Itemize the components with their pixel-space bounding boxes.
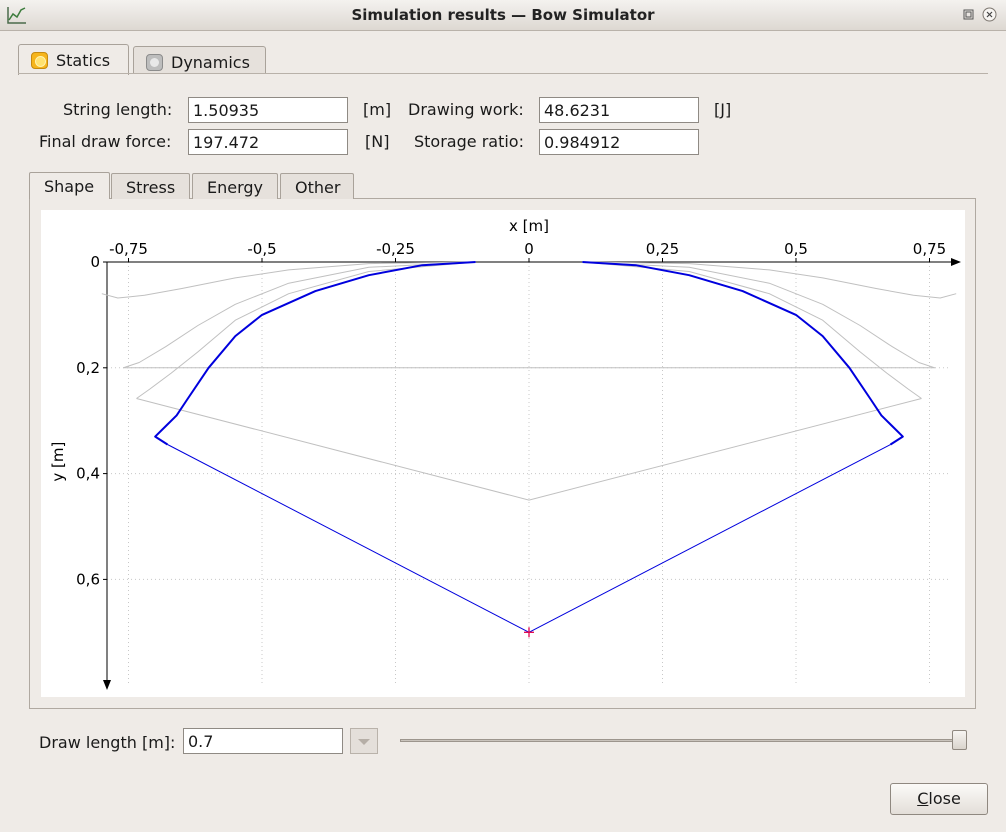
draw-length-dropdown-button[interactable]: [350, 728, 378, 754]
x-tick-label: -0,25: [376, 240, 415, 258]
window-title: Simulation results — Bow Simulator: [351, 6, 655, 24]
title-bar: Simulation results — Bow Simulator: [0, 0, 1006, 31]
drawing-work-unit: [J]: [714, 100, 732, 119]
close-label: lose: [928, 789, 961, 808]
tab-shape[interactable]: Shape: [29, 172, 110, 199]
final-draw-force-unit: [N]: [365, 132, 390, 151]
draw-length-slider[interactable]: [400, 739, 960, 742]
storage-ratio-label: Storage ratio:: [414, 132, 524, 151]
tab-dynamics-label: Dynamics: [171, 53, 250, 72]
draw-length-field[interactable]: 0.7: [183, 728, 343, 754]
drawing-work-label: Drawing work:: [408, 100, 524, 119]
close-window-icon[interactable]: [982, 7, 997, 22]
y-tick-label: 0: [90, 253, 100, 271]
limb-right-previous: [582, 261, 935, 369]
x-tick-label: -0,75: [109, 240, 148, 258]
tab-stress[interactable]: Stress: [111, 173, 190, 199]
storage-ratio-field[interactable]: 0.984912: [539, 129, 699, 155]
tab-statics[interactable]: Statics: [18, 44, 129, 75]
y-axis-label: y [m]: [49, 442, 67, 482]
plot-area[interactable]: -0,75 -0,5 -0,25 0 0,25 0,5 0,75 0 0,2 0,4 0,6 x [m…: [41, 210, 965, 697]
string-length-field[interactable]: 1.50935: [188, 97, 348, 123]
string-length-unit: [m]: [363, 100, 392, 119]
drawing-work-field[interactable]: 48.6231: [539, 97, 699, 123]
maximize-icon[interactable]: [961, 7, 976, 22]
x-axis-label: x [m]: [509, 217, 549, 235]
x-tick-label: 0: [524, 240, 534, 258]
draw-length-label: Draw length [m]:: [39, 733, 176, 752]
y-axis-arrow: [103, 680, 111, 690]
tab-dynamics[interactable]: Dynamics: [133, 46, 266, 74]
plot-frame: [29, 198, 976, 709]
y-tick-label: 0,4: [76, 465, 100, 483]
limb-right-current: [582, 261, 904, 446]
limb-left-current: [154, 261, 476, 446]
close-button[interactable]: Close: [890, 783, 988, 815]
circle-icon: [146, 54, 163, 71]
slider-handle[interactable]: [952, 730, 967, 750]
y-tick-label: 0,2: [76, 359, 100, 377]
limb-left-previous: [123, 261, 476, 369]
x-tick-label: 0,75: [913, 240, 946, 258]
x-axis-arrow: [951, 258, 961, 266]
tab-divider: [18, 73, 988, 74]
y-tick-label: 0,6: [76, 570, 100, 588]
limb-right-previous: [582, 261, 922, 399]
x-tick-label: 0,25: [646, 240, 679, 258]
tab-other[interactable]: Other: [280, 173, 354, 199]
x-tick-label: 0,5: [784, 240, 808, 258]
tab-statics-label: Statics: [56, 51, 111, 70]
final-draw-force-field[interactable]: 197.472: [188, 129, 348, 155]
string-previous: [136, 398, 922, 501]
sun-icon: [31, 52, 48, 69]
final-draw-force-label: Final draw force:: [39, 132, 172, 151]
chevron-down-icon: [358, 739, 370, 745]
string-length-label: String length:: [63, 100, 173, 119]
limb-left-previous: [136, 261, 476, 399]
chart-app-icon: [7, 7, 26, 24]
tab-energy[interactable]: Energy: [192, 173, 278, 199]
limb-right-previous: [582, 261, 957, 299]
x-tick-label: -0,5: [247, 240, 276, 258]
limb-left-previous: [101, 261, 476, 299]
close-mnemonic: C: [917, 789, 929, 808]
shape-chart[interactable]: -0,75 -0,5 -0,25 0 0,25 0,5 0,75 0 0,2 0,4 0,6 x [m…: [41, 210, 965, 697]
